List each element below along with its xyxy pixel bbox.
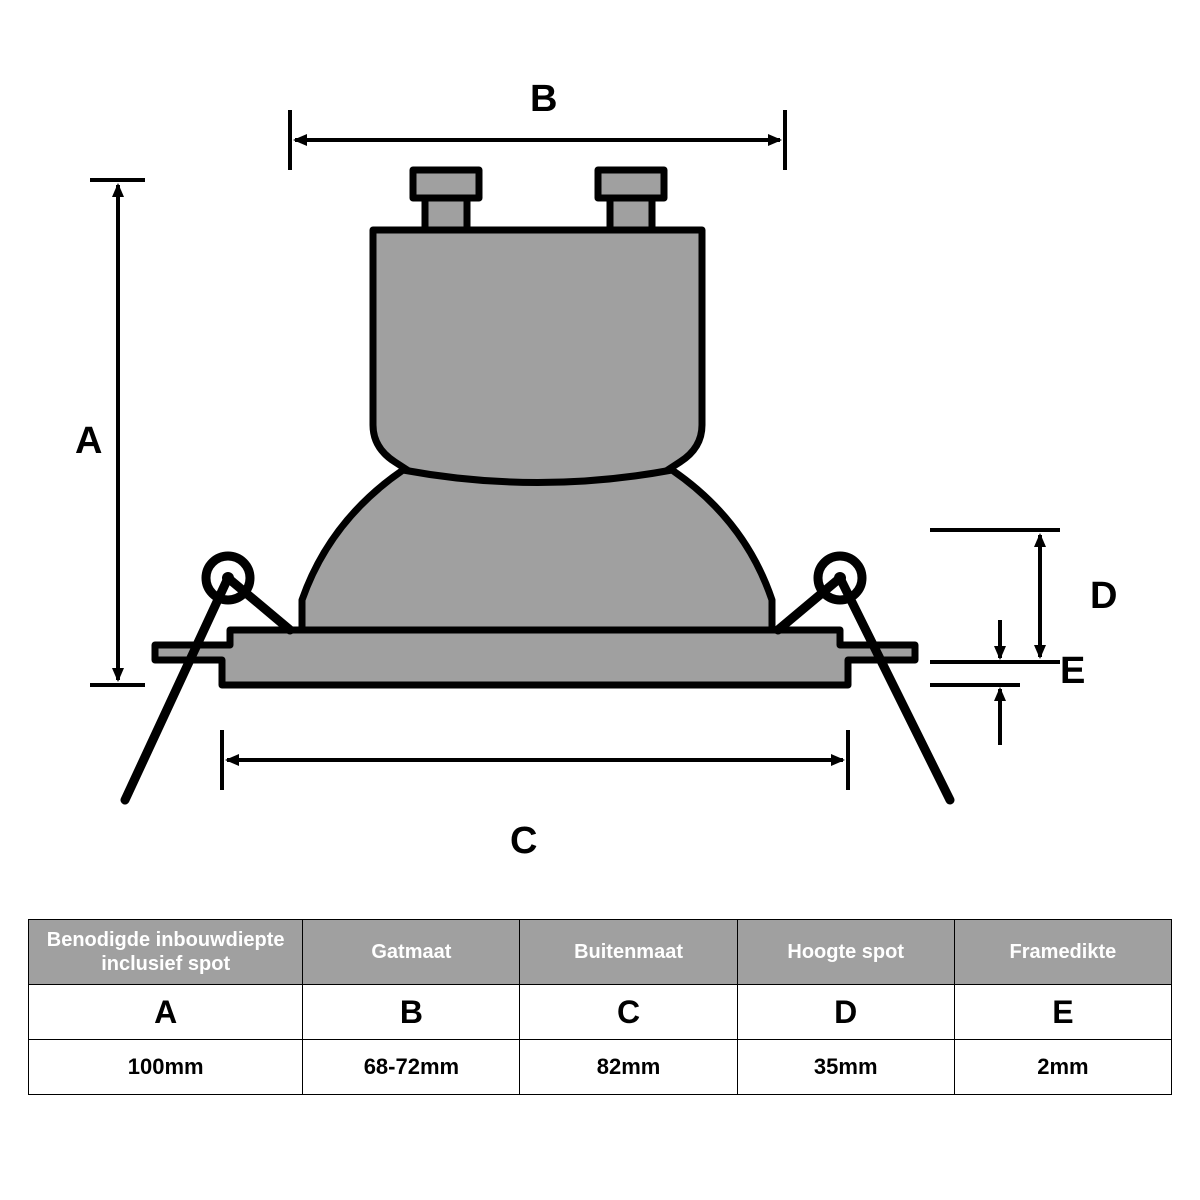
cell-letter-C: C <box>520 985 737 1040</box>
dimension-E <box>930 620 1020 745</box>
dim-label-A: A <box>75 420 102 463</box>
diagram-svg <box>30 30 1170 900</box>
cell-value-E: 2mm <box>954 1040 1171 1095</box>
dimension-C <box>222 730 848 790</box>
technical-diagram: A B C D E <box>30 30 1170 900</box>
col-header-D: Hoogte spot <box>737 920 954 985</box>
fixture-frame-icon <box>155 630 915 685</box>
cell-letter-A: A <box>29 985 303 1040</box>
cell-letter-E: E <box>954 985 1171 1040</box>
dim-label-E: E <box>1060 650 1085 693</box>
table-row-letters: A B C D E <box>29 985 1172 1040</box>
col-header-E: Framedikte <box>954 920 1171 985</box>
cell-value-B: 68-72mm <box>303 1040 520 1095</box>
gu10-bulb-icon <box>302 170 772 630</box>
cell-letter-B: B <box>303 985 520 1040</box>
dim-label-B: B <box>530 78 557 121</box>
cell-value-A: 100mm <box>29 1040 303 1095</box>
dim-label-C: C <box>510 820 537 863</box>
dimensions-table: Benodigde inbouwdiepte inclusief spot Ga… <box>28 919 1172 1095</box>
cell-value-D: 35mm <box>737 1040 954 1095</box>
dimension-D <box>930 530 1060 662</box>
table-row-values: 100mm 68-72mm 82mm 35mm 2mm <box>29 1040 1172 1095</box>
col-header-C: Buitenmaat <box>520 920 737 985</box>
col-header-A: Benodigde inbouwdiepte inclusief spot <box>29 920 303 985</box>
cell-value-C: 82mm <box>520 1040 737 1095</box>
col-header-B: Gatmaat <box>303 920 520 985</box>
cell-letter-D: D <box>737 985 954 1040</box>
dim-label-D: D <box>1090 575 1117 618</box>
